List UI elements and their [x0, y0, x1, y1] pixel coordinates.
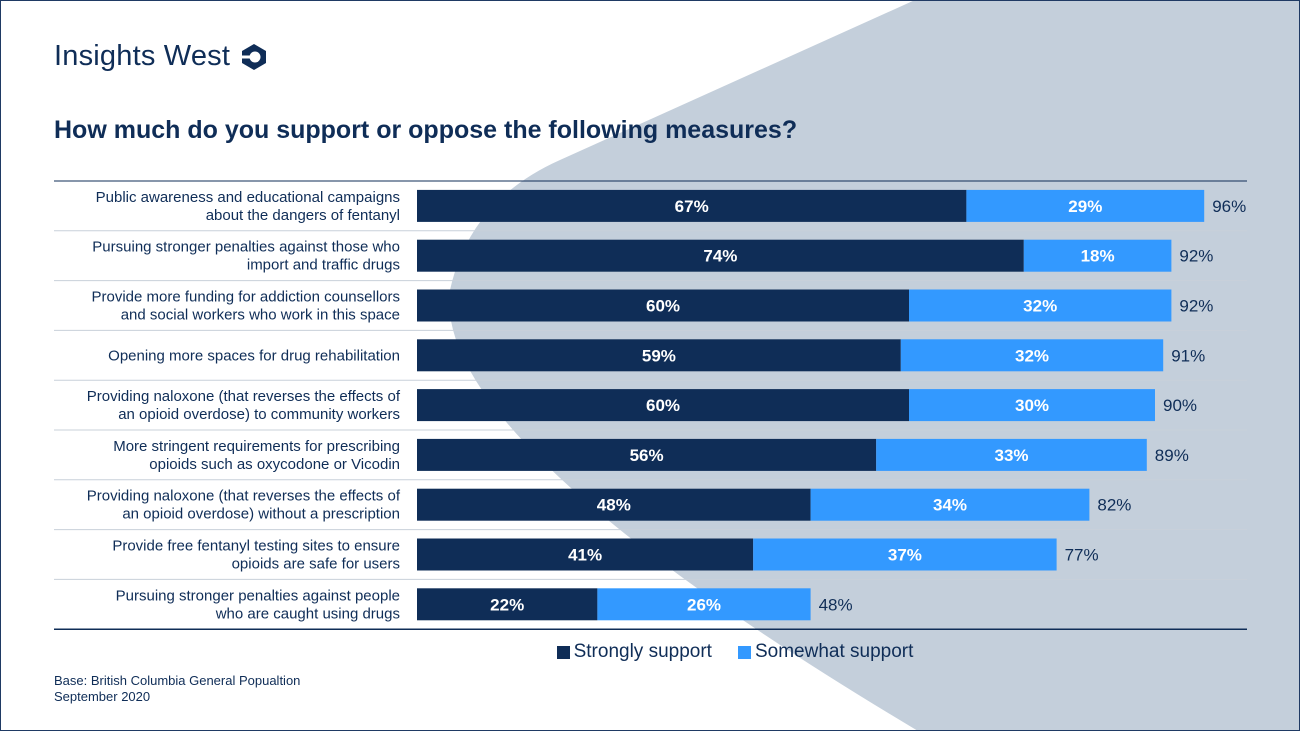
legend-label-somewhat: Somewhat support	[754, 641, 914, 662]
bar-somewhat-support	[810, 488, 1090, 521]
legend-label-strongly: Strongly support	[573, 641, 712, 662]
label-somewhat-support: 18%	[1081, 247, 1115, 266]
category-label: who are caught using drugs	[215, 605, 400, 622]
category-label: Provide more funding for addiction couns…	[91, 289, 400, 306]
label-strongly-support: 56%	[630, 446, 664, 465]
label-strongly-support: 74%	[703, 247, 737, 266]
category-label: and social workers who work in this spac…	[121, 307, 400, 324]
label-total-support: 77%	[1065, 546, 1099, 565]
legend-swatch-somewhat	[737, 645, 751, 659]
legend-item-strongly: Strongly support	[556, 641, 712, 663]
category-label: opioids are safe for users	[232, 556, 400, 573]
label-total-support: 89%	[1155, 446, 1189, 465]
category-label: opioids such as oxycodone or Vicodin	[149, 456, 400, 473]
bar-strongly-support	[417, 339, 901, 372]
label-somewhat-support: 30%	[1015, 396, 1049, 415]
bar-strongly-support	[417, 389, 909, 422]
label-total-support: 92%	[1179, 297, 1213, 316]
category-label: Pursuing stronger penalties against thos…	[92, 239, 400, 256]
category-label: More stringent requirements for prescrib…	[113, 438, 400, 455]
bar-strongly-support	[417, 538, 754, 571]
label-strongly-support: 22%	[490, 595, 524, 614]
bar-somewhat-support	[900, 339, 1164, 372]
category-label: an opioid overdose) without a prescripti…	[122, 506, 400, 523]
bar-strongly-support	[417, 239, 1024, 272]
legend-item-somewhat: Somewhat support	[737, 641, 914, 663]
footnote: Base: British Columbia General Popualtio…	[54, 673, 300, 705]
bar-somewhat-support	[753, 538, 1057, 571]
brand-logo: Insights West	[54, 40, 268, 73]
label-total-support: 82%	[1097, 496, 1131, 515]
bar-strongly-support	[417, 488, 811, 521]
bar-strongly-support	[417, 189, 967, 222]
label-total-support: 96%	[1212, 197, 1246, 216]
label-total-support: 48%	[819, 595, 853, 614]
category-label: Providing naloxone (that reverses the ef…	[87, 388, 401, 405]
label-strongly-support: 67%	[675, 197, 709, 216]
bar-somewhat-support	[909, 289, 1172, 322]
label-strongly-support: 59%	[642, 346, 676, 365]
label-somewhat-support: 32%	[1023, 297, 1057, 316]
logo-mark-icon	[242, 43, 267, 70]
label-strongly-support: 60%	[646, 396, 680, 415]
bar-somewhat-support	[876, 438, 1147, 471]
label-strongly-support: 48%	[597, 496, 631, 515]
brand-name: Insights West	[54, 40, 231, 72]
category-label: Public awareness and educational campaig…	[96, 189, 400, 206]
footnote-date: September 2020	[54, 689, 151, 704]
label-somewhat-support: 34%	[933, 496, 967, 515]
label-somewhat-support: 26%	[687, 595, 721, 614]
bar-somewhat-support	[966, 189, 1205, 222]
category-label: Pursuing stronger penalties against peop…	[116, 587, 400, 604]
legend-swatch-strongly	[556, 645, 570, 659]
category-label: Opening more spaces for drug rehabilitat…	[108, 347, 400, 364]
category-label: Providing naloxone (that reverses the ef…	[87, 488, 401, 505]
label-somewhat-support: 37%	[888, 546, 922, 565]
bar-strongly-support	[417, 289, 909, 322]
category-label: import and traffic drugs	[247, 257, 400, 274]
bar-strongly-support	[417, 588, 598, 621]
label-somewhat-support: 29%	[1068, 197, 1102, 216]
chart-legend: Strongly support Somewhat support	[0, 641, 1300, 663]
label-strongly-support: 60%	[646, 297, 680, 316]
bar-somewhat-support	[1023, 239, 1172, 272]
category-label: Provide free fentanyl testing sites to e…	[112, 538, 400, 555]
footnote-base: Base: British Columbia General Popualtio…	[54, 673, 301, 688]
bar-somewhat-support	[597, 588, 811, 621]
chart-title: How much do you support or oppose the fo…	[54, 116, 798, 144]
category-label: about the dangers of fentanyl	[206, 207, 400, 224]
label-somewhat-support: 33%	[994, 446, 1028, 465]
label-total-support: 91%	[1171, 346, 1205, 365]
label-strongly-support: 41%	[568, 546, 602, 565]
label-total-support: 92%	[1179, 247, 1213, 266]
bar-strongly-support	[417, 438, 877, 471]
bar-somewhat-support	[909, 389, 1155, 422]
category-label: an opioid overdose) to community workers	[118, 406, 400, 423]
label-somewhat-support: 32%	[1015, 346, 1049, 365]
label-total-support: 90%	[1163, 396, 1197, 415]
